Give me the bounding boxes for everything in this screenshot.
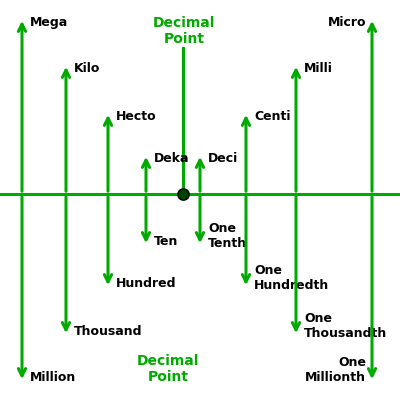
- Text: Hundred: Hundred: [116, 277, 176, 290]
- Text: Kilo: Kilo: [74, 62, 100, 75]
- Text: Million: Million: [30, 371, 76, 384]
- Text: Decimal
Point: Decimal Point: [137, 354, 199, 384]
- Text: One
Tenth: One Tenth: [208, 222, 247, 250]
- Text: One
Hundredth: One Hundredth: [254, 264, 329, 292]
- Text: Centi: Centi: [254, 110, 290, 123]
- Text: Micro: Micro: [328, 16, 366, 29]
- Text: Hecto: Hecto: [116, 110, 157, 123]
- Text: Mega: Mega: [30, 16, 68, 29]
- Text: One
Millionth: One Millionth: [305, 356, 366, 384]
- Text: One
Thousandth: One Thousandth: [304, 312, 387, 340]
- Text: Deci: Deci: [208, 152, 238, 165]
- Text: Milli: Milli: [304, 62, 333, 75]
- Text: Thousand: Thousand: [74, 325, 142, 338]
- Text: Ten: Ten: [154, 235, 178, 248]
- Text: Decimal
Point: Decimal Point: [153, 16, 215, 46]
- Text: Deka: Deka: [154, 152, 190, 165]
